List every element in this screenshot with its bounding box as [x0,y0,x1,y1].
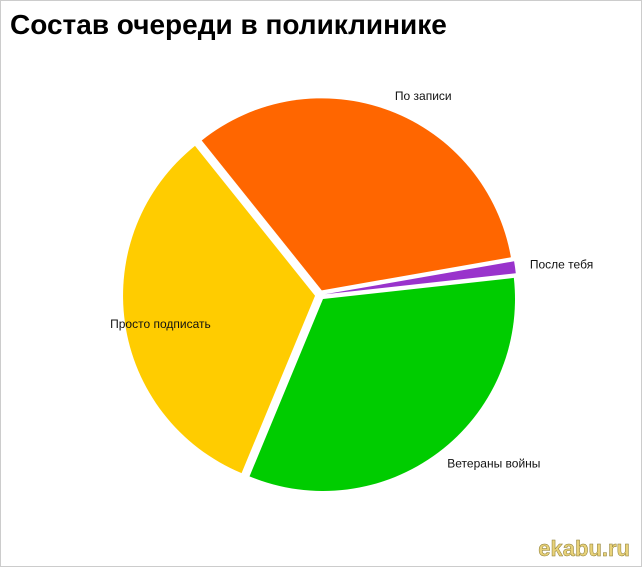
pie-slice [201,98,511,291]
slice-label: После тебя [530,257,593,271]
slice-label: По записи [395,89,452,103]
slice-label: Просто подписать [110,317,211,331]
chart-title: Состав очереди в поликлинике [10,9,447,40]
slice-label: Ветераны войны [447,457,540,471]
watermark: ekabu.ru [538,536,630,561]
pie-slice [123,145,316,474]
pie-slice [324,261,516,295]
pie-slice [249,277,516,491]
